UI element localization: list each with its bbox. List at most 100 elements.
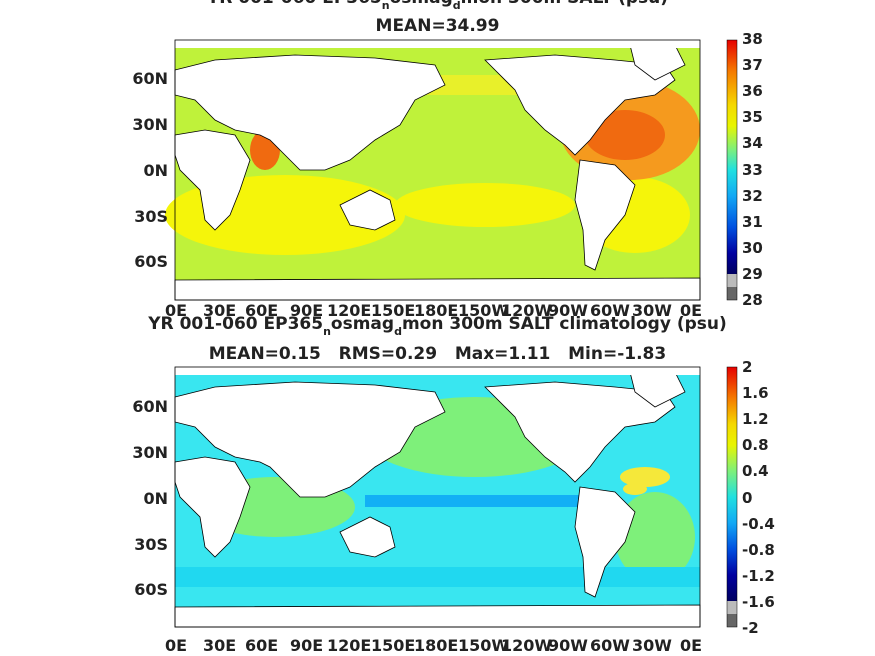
panel1-africa	[174, 129, 251, 231]
panel2-africa	[174, 456, 251, 558]
panel1-cb-label-1: 37	[742, 56, 763, 74]
panel1-north-atlantic-core	[585, 110, 665, 160]
panel2-cb-label-0: 2	[742, 358, 753, 376]
panel1-title: YR 001-060 EP365nosmagdmon 300m SALT (ps…	[0, 0, 875, 12]
panel2-xlabel-11: 30W	[632, 636, 672, 655]
panel1-cb-label-10: 28	[742, 291, 763, 309]
panel1-eurasia	[174, 54, 446, 171]
panel2-cb-label-3: 0.8	[742, 436, 769, 454]
panel1-xlabel-0: 0E	[165, 301, 188, 320]
panel1-australia	[339, 189, 396, 231]
panel2-xlabel-3: 90E	[290, 636, 324, 655]
panel1-cb-label-7: 31	[742, 213, 763, 231]
panel1-colorbar	[726, 39, 738, 301]
panel2-xlabel-4: 120E	[327, 636, 372, 655]
panel2-ylabel-30n: 30N	[132, 443, 168, 462]
panel2-cb-label-4: 0.4	[742, 462, 769, 480]
panel1-xlabel-6: 180E	[414, 301, 459, 320]
panel1-ylabel-30s: 30S	[134, 207, 168, 226]
panel1-ylabel-60s: 60S	[134, 252, 168, 271]
panel1-xlabel-9: 90W	[548, 301, 588, 320]
panel2-cb-label-2: 1.2	[742, 410, 769, 428]
panel1-antarctica	[174, 277, 701, 301]
panel2-stats: MEAN=0.15 RMS=0.29 Max=1.11 Min=-1.83	[208, 344, 667, 364]
panel1-xlabel-1: 30E	[203, 301, 237, 320]
panel2-north-america	[484, 381, 676, 483]
panel1-ylabel-30n: 30N	[132, 115, 168, 134]
panel2-frame	[174, 366, 701, 628]
panel2-xlabel-10: 60W	[590, 636, 630, 655]
panel2-south-america-yellow	[623, 483, 647, 495]
panel2-xlabel-6: 180E	[414, 636, 459, 655]
panel1-title-mid: osmag	[390, 0, 453, 8]
panel2-cb-label-8: -1.2	[742, 567, 775, 585]
panel1-north-america	[484, 54, 676, 156]
panel2-cb-label-6: -0.4	[742, 515, 775, 533]
panel2-north-atlantic-yellow	[620, 467, 670, 487]
panel1-frame	[174, 39, 701, 301]
panel1-xlabel-8: 120W	[501, 301, 553, 320]
panel2-title-end: mon 300m SALT climatology (psu)	[401, 314, 727, 334]
panel2-cb-label-7: -0.8	[742, 541, 775, 559]
panel1-xlabel-5: 150E	[371, 301, 416, 320]
panel1-cb-label-4: 34	[742, 134, 763, 152]
panel2-title: YR 001-060 EP365nosmagdmon 300m SALT cli…	[0, 314, 875, 338]
panel2-colorbar	[726, 366, 738, 628]
panel2-cb-label-1: 1.6	[742, 384, 769, 402]
panel2-ylabel-0n: 0N	[143, 489, 168, 508]
panel1-title-sub2: d	[452, 0, 461, 12]
panel1-xlabel-2: 60E	[245, 301, 279, 320]
panel1-title-sub1: n	[381, 0, 390, 12]
panel2-title-sub1: n	[323, 325, 331, 338]
panel1-colorbar-fill	[726, 39, 738, 301]
panel2-xlabel-12: 0E	[680, 636, 703, 655]
panel2-equatorial-blue	[365, 495, 595, 507]
panel1-xlabels: 0E 30E 60E 90E 120E 150E 180E 150W 120W …	[165, 301, 703, 321]
panel1-cb-label-6: 32	[742, 187, 763, 205]
panel1-xlabel-10: 60W	[590, 301, 630, 320]
panel1-land	[174, 40, 701, 301]
panel2-map	[174, 366, 701, 628]
panel2-xlabel-1: 30E	[203, 636, 237, 655]
panel1-cb-label-5: 33	[742, 161, 763, 179]
panel1-south-america	[574, 159, 636, 271]
panel2-cb-label-9: -1.6	[742, 593, 775, 611]
panel2-xlabel-0: 0E	[165, 636, 188, 655]
panel2-australia	[339, 516, 396, 558]
panel2-title-main: YR 001-060 EP365	[148, 314, 324, 334]
panel1-cb-label-3: 35	[742, 108, 763, 126]
panel2-south-atlantic-green	[615, 492, 695, 582]
panel1-xlabel-12: 0E	[680, 301, 703, 320]
panel2-arctic	[175, 367, 700, 375]
panel1-ylabel-60n: 60N	[132, 69, 168, 88]
panel1-xlabel-3: 90E	[290, 301, 324, 320]
panel2-title-sub2: d	[394, 325, 402, 338]
panel2-xlabel-5: 150E	[371, 636, 416, 655]
panel1-arctic	[175, 40, 700, 48]
panel1-cb-label-0: 38	[742, 30, 763, 48]
panel2-land	[174, 367, 701, 628]
panel2-xlabels: 0E 30E 60E 90E 120E 150E 180E 150W 120W …	[165, 636, 703, 656]
panel1-xlabel-7: 150W	[458, 301, 510, 320]
panel2-southern-ocean	[175, 567, 700, 587]
panel1-south-pacific-high	[395, 183, 575, 227]
panel1-ylabel-0n: 0N	[143, 161, 168, 180]
panel2-ylabel-30s: 30S	[134, 535, 168, 554]
panel2-cb-label-10: -2	[742, 619, 759, 637]
panel1-cb-label-9: 29	[742, 265, 763, 283]
panel2-xlabel-8: 120W	[501, 636, 553, 655]
panel1-xlabel-4: 120E	[327, 301, 372, 320]
panel1-xlabel-11: 30W	[632, 301, 672, 320]
panel1-title-end: mon 300m SALT (psu)	[461, 0, 668, 8]
panel2-antarctica	[174, 604, 701, 628]
panel2-cb-label-5: 0	[742, 489, 753, 507]
panel2-title-mid: osmag	[330, 314, 395, 334]
panel1-stats: MEAN=34.99	[375, 16, 500, 36]
panel2-ylabel-60n: 60N	[132, 397, 168, 416]
panel2-eurasia	[174, 381, 446, 498]
panel1-map	[165, 39, 701, 301]
panel2-colorbar-fill	[726, 366, 738, 628]
panel2-xlabel-2: 60E	[245, 636, 279, 655]
panel2-ylabel-60s: 60S	[134, 580, 168, 599]
panel1-cb-label-8: 30	[742, 239, 763, 257]
